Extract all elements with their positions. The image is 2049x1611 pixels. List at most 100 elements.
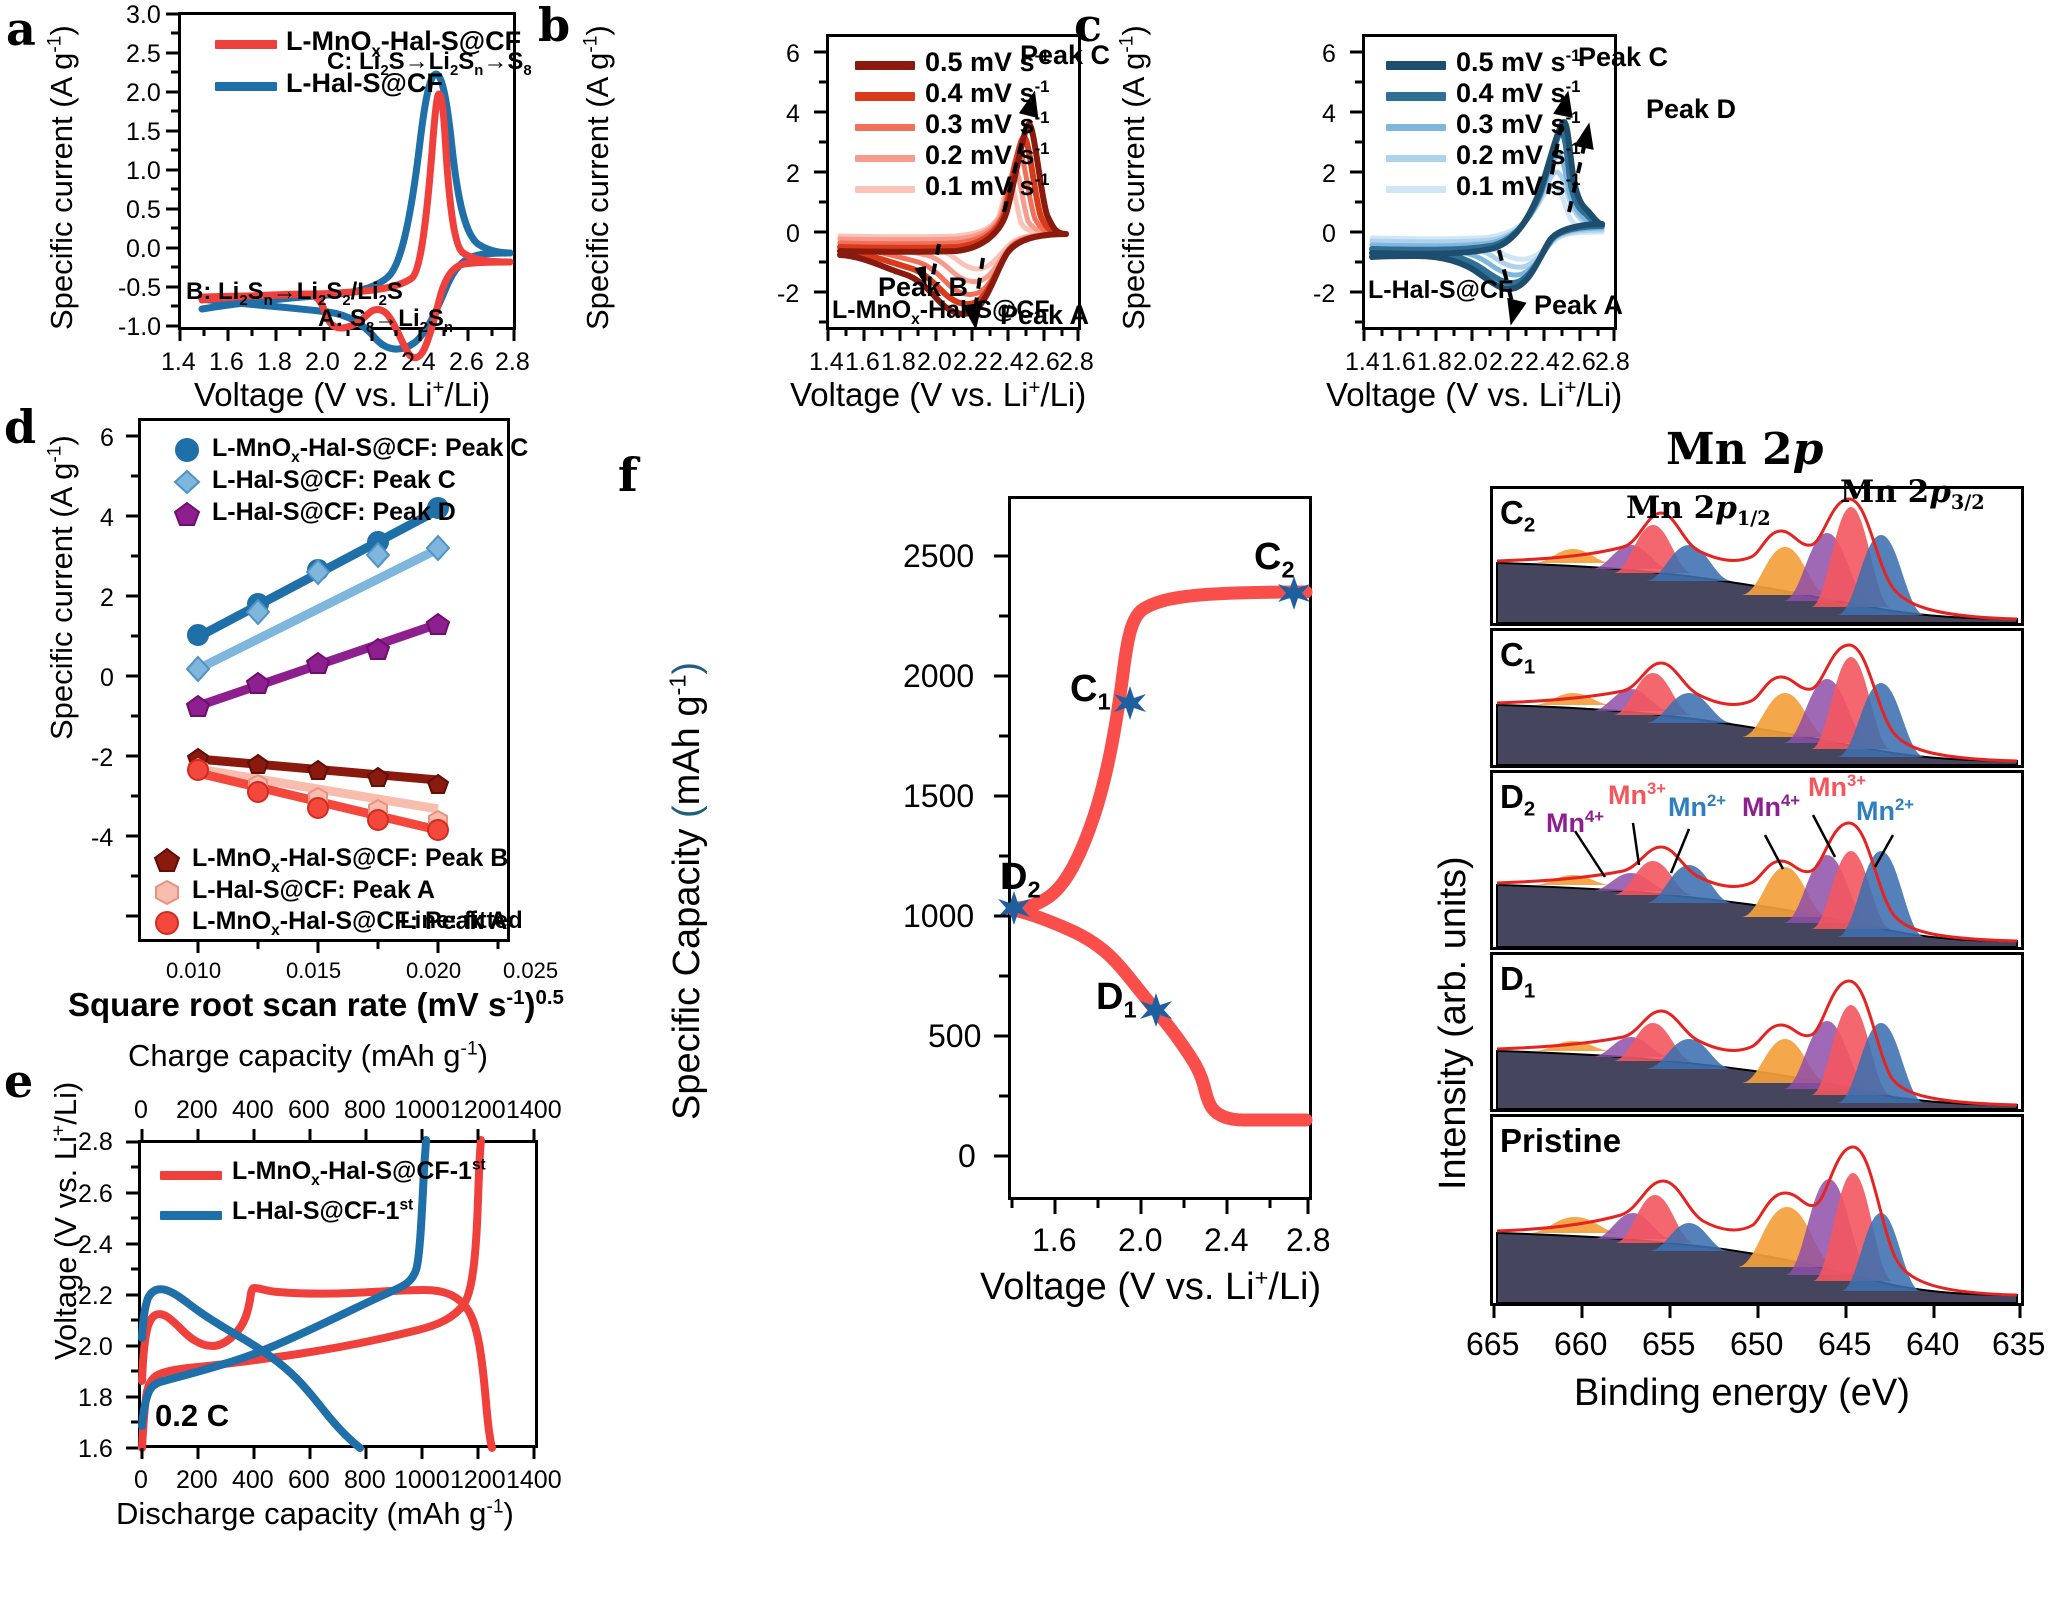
legend-swatch-e-blue — [160, 1211, 222, 1220]
panel-d-xlabel: Square root scan rate (mV s-1)0.5 — [68, 986, 564, 1023]
xps-spectrum-C1 — [1496, 643, 2018, 766]
arrow-peak-a-icon — [962, 302, 983, 330]
legend-label-c-05: 0.5 mV s-1 — [1456, 46, 1581, 77]
xps-bg-Pristine — [1496, 1231, 2018, 1304]
xps-xlabel: Binding energy (eV) — [1574, 1372, 1910, 1414]
xps-label-C2: C2 — [1500, 494, 1536, 537]
curve-f-capacity — [1007, 585, 1313, 915]
arrow-peak-b-icon — [914, 265, 927, 288]
panel-e-rate-label: 0.2 C — [155, 1398, 230, 1433]
panel-b-ylabel: Specific current (A g-1) — [580, 25, 615, 330]
xps-label-D2: D2 — [1500, 778, 1536, 821]
legend-label-e-red: L-MnOx-Hal-S@CF-1st — [232, 1156, 486, 1189]
panel-f-label-C1: C1 — [1070, 668, 1111, 715]
arrow-peak-c-icon — [1018, 90, 1039, 119]
panel-c-sample-label: L-Hal-S@CF — [1368, 276, 1514, 304]
xps-d2-mn4-right: Mn4+ — [1742, 791, 1801, 822]
panel-e-curves — [138, 1136, 496, 1452]
xps-label-D1: D1 — [1500, 960, 1536, 1003]
legend-label-b-01: 0.1 mV s-1 — [925, 170, 1050, 201]
legend-swatch-c-02 — [1386, 155, 1446, 162]
panel-a-plot-frame — [178, 12, 516, 330]
legend-marker-d4 — [153, 847, 181, 872]
xps-spectrum-Pristine — [1496, 1145, 2018, 1304]
xps-d2-orange-1 — [1533, 875, 1613, 885]
xps-label-Pristine: Pristine — [1500, 1122, 1622, 1159]
legend-label-c-03: 0.3 mV s-1 — [1456, 108, 1581, 139]
legend-label-d1: L-MnOx-Hal-S@CF: Peak C — [212, 434, 529, 466]
legend-label-d2: L-Hal-S@CF: Peak C — [212, 466, 456, 494]
xps-title: Mn 2p — [1666, 424, 1824, 475]
panel-b-curves — [837, 90, 1069, 330]
panel-c-xlabel: Voltage (V vs. Li+/Li) — [1326, 376, 1623, 413]
fit-line-hal-peakC — [195, 544, 441, 674]
panel-b-peak-a-label: Peak A — [1000, 300, 1090, 330]
marker-C2 — [1278, 576, 1310, 610]
panel-f-label-D2: D2 — [1000, 856, 1041, 903]
xps-envelope-C2 — [1496, 497, 2018, 621]
panel-e-xlabel-bottom: Discharge capacity (mAh g-1) — [116, 1496, 514, 1531]
legend-marker-d3 — [173, 501, 201, 526]
panel-label-f: f — [618, 448, 638, 502]
curve-e-blue-charge — [138, 1136, 430, 1430]
panel-a-annot-c: C: Li2S→Li2Sn→S8 — [327, 48, 532, 79]
panel-a-legend-label-2: L-Hal-S@CF — [286, 68, 443, 98]
panel-c-ylabel: Specific current (A g-1) — [1116, 25, 1151, 330]
xps-peak-label-2p32: Mn 2p3/2 — [1840, 474, 1985, 515]
xps-pr-blue-2 — [1841, 1213, 1921, 1291]
panel-d-fit-note: Line: fitted — [400, 907, 523, 934]
panel-a-legend-label-1: L-MnOx-Hal-S@CF — [286, 26, 522, 61]
panel-label-c: c — [1074, 0, 1103, 52]
legend-marker-d5 — [155, 879, 179, 906]
panel-d-series — [185, 497, 451, 841]
xps-envelope-D2 — [1496, 821, 2018, 943]
legend-label-d5: L-Hal-S@CF: Peak A — [192, 876, 435, 904]
curve-f-capacity-discharge — [1007, 903, 1313, 1127]
arrow-c-peak-a-icon — [1507, 297, 1527, 326]
curve-l-hal-scf-cathodic — [198, 249, 514, 353]
panel-e-ylabel: Voltage (V vs. Li+/Li) — [48, 1081, 83, 1360]
trend-peak-b-dash — [930, 243, 941, 281]
legend-swatch-c-01 — [1386, 186, 1446, 193]
legend-swatch-b-05 — [855, 61, 915, 70]
xps-comp-blue-2 — [1837, 535, 1925, 615]
arrow-c-peak-c-icon — [1553, 90, 1573, 118]
legend-swatch-e-red — [160, 1171, 222, 1180]
curve-l-hal-scf — [198, 70, 514, 313]
xps-c1-blue-2 — [1837, 683, 1925, 757]
curve-l-mnox-hal-scf — [198, 90, 514, 301]
xps-d2-mn3-right: Mn3+ — [1808, 771, 1867, 802]
legend-swatch-c-03 — [1386, 124, 1446, 131]
legend-label-b-03: 0.3 mV s-1 — [925, 108, 1050, 139]
panel-f-plot-frame — [1008, 496, 1312, 1200]
cv-b-0.5-cath — [837, 231, 1069, 317]
panel-c-peak-a-label: Peak A — [1534, 290, 1624, 320]
xps-peak-label-2p12: Mn 2p1/2 — [1626, 490, 1771, 531]
panel-f-ylabel: Specific Capacity (mAh g-1) — [664, 661, 708, 1120]
xps-spectrum-D1 — [1496, 979, 2018, 1110]
arrow-c-peak-d-icon — [1574, 122, 1594, 150]
cv-c-0.2 — [1369, 169, 1605, 245]
legend-swatch-c-05 — [1386, 61, 1446, 70]
panel-b-xlabel: Voltage (V vs. Li+/Li) — [790, 376, 1087, 413]
panel-b-sample-label: L-MnOx-Hal-S@CF — [832, 296, 1050, 328]
cv-c-0.5-cath — [1369, 221, 1605, 292]
marker-C1 — [1114, 686, 1146, 720]
curve-e-red-discharge — [138, 1284, 496, 1452]
legend-label-e-blue: L-Hal-S@CF-1st — [232, 1196, 414, 1225]
markers-hal-peakC — [185, 534, 451, 683]
xps-d1-blue-1 — [1645, 1039, 1733, 1069]
panel-label-d: d — [4, 400, 37, 454]
panel-e-xlabel-top: Charge capacity (mAh g-1) — [128, 1038, 488, 1073]
trend-c-peak-c-dash — [1546, 105, 1567, 195]
legend-swatch-b-03 — [855, 124, 915, 131]
xps-d2-mn2-right: Mn2+ — [1856, 795, 1915, 826]
legend-label-d4: L-MnOx-Hal-S@CF: Peak B — [192, 844, 509, 876]
panel-a-xlabel: Voltage (V vs. Li+/Li) — [194, 376, 491, 413]
panel-c-peak-d-label: Peak D — [1646, 94, 1737, 124]
legend-label-b-02: 0.2 mV s-1 — [925, 139, 1050, 170]
panel-a-legend-swatch-red — [215, 40, 277, 49]
xps-spectrum-C2 — [1496, 497, 2018, 624]
legend-marker-d1 — [175, 438, 199, 462]
xps-pr-blue-1 — [1649, 1223, 1729, 1251]
